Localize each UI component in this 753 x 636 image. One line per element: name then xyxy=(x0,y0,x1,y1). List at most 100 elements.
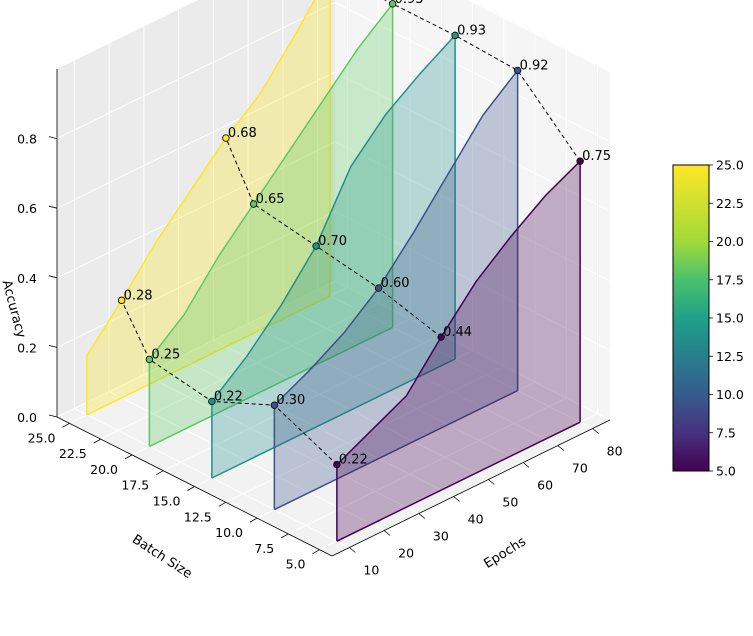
colorbar-tick-label: 5.0 xyxy=(716,464,736,479)
data-label-10-80: 0.92 xyxy=(520,58,549,73)
y-tick-label: 12.5 xyxy=(184,509,212,524)
z-tick-label: 0.0 xyxy=(17,410,37,425)
y-axis-title: Batch Size xyxy=(129,532,194,582)
y-tick-label: 25.0 xyxy=(28,430,56,445)
x-tick-label: 30 xyxy=(433,529,449,544)
marker-10-10 xyxy=(270,401,279,409)
data-labels-group: 0.280.680.930.250.650.930.220.700.930.30… xyxy=(124,0,611,468)
x-tick-label: 40 xyxy=(468,512,484,527)
series-baseline-10 xyxy=(274,389,518,511)
y-tick-mark xyxy=(249,517,258,523)
marker-20-10 xyxy=(145,355,154,364)
x-tick-mark xyxy=(522,462,530,468)
x-tick-label: 80 xyxy=(607,444,623,459)
data-label-15-40: 0.70 xyxy=(318,234,347,249)
data-label-10-10: 0.30 xyxy=(276,393,305,408)
y-tick-mark xyxy=(281,533,289,539)
marker-25-50 xyxy=(222,134,230,142)
colorbar-tick-label: 7.5 xyxy=(716,425,736,440)
series-line-15 xyxy=(211,34,456,402)
x-tick-label: 60 xyxy=(537,478,553,493)
data-label-25-20: 0.28 xyxy=(124,288,153,303)
y-tick-label: 5.0 xyxy=(286,557,306,572)
colorbar-tick-label: 25.0 xyxy=(716,158,744,173)
z-tick-mark xyxy=(48,345,58,348)
series-baseline-15 xyxy=(211,358,456,479)
markers-group xyxy=(117,0,584,469)
colorbar-ticks: 5.0 7.5 10.0 12.5 15.0 17.5 20.0 22.5 25.0 xyxy=(709,158,744,479)
data-label-10-40: 0.60 xyxy=(381,276,410,291)
x-tick-label: 20 xyxy=(398,546,414,561)
series-group xyxy=(86,0,581,542)
axis-ticks: 10 20 30 40 50 60 70 80 5.0 7.5 10.012.515.0 17.520… xyxy=(17,132,623,578)
data-label-15-10: 0.22 xyxy=(214,389,243,404)
data-label-15-80: 0.93 xyxy=(457,23,486,38)
x-axis-line xyxy=(331,419,611,557)
x-tick-mark xyxy=(418,513,426,519)
y-tick-mark xyxy=(156,470,164,476)
data-label-5-10: 0.22 xyxy=(339,453,368,468)
colorbar-gradient xyxy=(672,164,710,472)
series-baseline-20 xyxy=(149,326,393,448)
series-area-20 xyxy=(149,3,393,447)
x-tick-mark xyxy=(453,496,460,502)
z-tick-label: 0.2 xyxy=(17,340,37,355)
marker-5-80 xyxy=(576,157,584,165)
colorbar: 5.0 7.5 10.0 12.5 15.0 17.5 20.0 22.5 25.0 xyxy=(672,158,744,479)
marker-15-10 xyxy=(208,397,216,406)
series-baseline-25 xyxy=(86,295,331,416)
connector-line-2 xyxy=(383,0,581,162)
series-line-10 xyxy=(273,69,519,406)
x-tick-mark xyxy=(592,428,599,434)
z-tick-label: 0.4 xyxy=(17,271,37,286)
x-tick-mark xyxy=(383,530,391,536)
z-axis-title: Accuracy xyxy=(0,278,28,340)
series-line-20 xyxy=(148,3,394,360)
data-label-25-50: 0.68 xyxy=(228,126,257,141)
y-tick-mark xyxy=(62,422,70,428)
series-area-10 xyxy=(274,70,518,510)
z-tick-mark xyxy=(48,414,58,418)
x-tick-label: 10 xyxy=(363,563,379,578)
series-area-15 xyxy=(211,35,456,479)
colorbar-tick-label: 15.0 xyxy=(716,311,744,326)
z-tick-label: 0.8 xyxy=(17,132,37,147)
y-tick-label: 17.5 xyxy=(121,478,149,493)
colorbar-tick-label: 12.5 xyxy=(716,349,744,364)
x-tick-mark xyxy=(349,547,356,553)
marker-15-80 xyxy=(451,31,459,40)
marker-20-80 xyxy=(388,0,397,8)
marker-10-40 xyxy=(374,284,383,292)
z-tick-mark xyxy=(48,275,58,279)
y-tick-label: 7.5 xyxy=(254,541,274,556)
marker-5-10 xyxy=(333,460,341,469)
series-line-25 xyxy=(86,0,316,357)
y-tick-mark xyxy=(187,486,195,491)
marker-20-40 xyxy=(249,200,258,208)
y-tick-label: 22.5 xyxy=(59,446,87,461)
series-baseline-5 xyxy=(336,421,581,542)
series-area-5 xyxy=(336,161,581,542)
x-tick-mark xyxy=(488,479,495,485)
z-tick-label: 0.6 xyxy=(17,201,37,216)
y-tick-mark xyxy=(218,501,226,507)
data-label-20-80: 0.93 xyxy=(395,0,424,7)
data-label-5-40: 0.44 xyxy=(443,325,472,340)
x-tick-label: 50 xyxy=(502,495,518,510)
marker-25-20 xyxy=(117,296,126,305)
colorbar-tick-label: 17.5 xyxy=(716,272,744,287)
x-tick-label: 70 xyxy=(572,461,588,476)
y-tick-label: 20.0 xyxy=(90,462,118,477)
x-axis-title: Epochs xyxy=(481,534,529,572)
y-tick-mark xyxy=(93,438,101,444)
marker-5-40 xyxy=(437,333,445,341)
z-tick-mark xyxy=(48,136,58,139)
y-tick-label: 10.0 xyxy=(215,525,243,540)
marker-10-80 xyxy=(513,66,522,75)
y-tick-label: 15.0 xyxy=(153,494,181,509)
colorbar-tick-label: 10.0 xyxy=(716,387,744,402)
data-label-20-40: 0.65 xyxy=(256,192,285,207)
series-area-25 xyxy=(86,0,331,415)
y-tick-mark xyxy=(124,454,133,460)
